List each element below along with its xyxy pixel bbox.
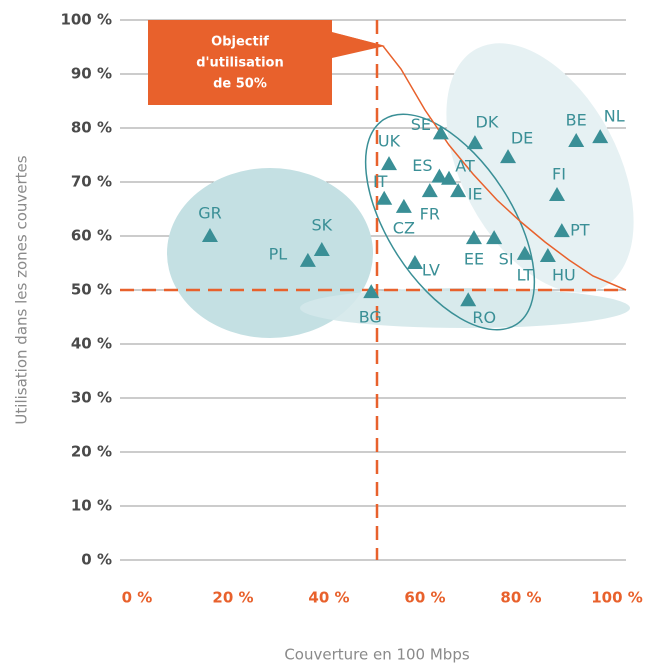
point (406, 255, 423, 269)
cluster-left (167, 168, 373, 338)
point-label: BE (566, 110, 587, 129)
point-label: SI (499, 250, 514, 269)
y-axis-title: Utilisation dans les zones couvertes (13, 155, 31, 424)
x-tick-label: 100 % (591, 589, 643, 607)
point (486, 230, 503, 245)
y-tick-label: 90 % (71, 65, 112, 83)
callout-line: Objectif (211, 35, 269, 50)
y-tick-label: 60 % (71, 227, 112, 245)
point (441, 170, 457, 185)
point-label: IT (373, 172, 388, 191)
point-label: FI (552, 164, 566, 183)
x-tick-label: 20 % (212, 589, 253, 607)
point-label: SE (411, 115, 431, 134)
point-label: PT (570, 221, 590, 240)
point (201, 228, 218, 242)
cluster-middle (364, 113, 536, 331)
x-axis-title: Couverture en 100 Mbps (284, 646, 470, 664)
y-tick-label: 100 % (60, 11, 112, 29)
point (568, 132, 585, 147)
point (516, 245, 533, 260)
y-tick-label: 50 % (71, 281, 112, 299)
point (363, 284, 380, 299)
point (421, 183, 438, 198)
x-tick-label: 0 % (122, 589, 153, 607)
point (299, 252, 316, 267)
point-label: BG (359, 308, 382, 327)
point (549, 186, 565, 201)
point-label: SK (311, 216, 332, 235)
y-tick-label: 40 % (71, 335, 112, 353)
point-label: AT (455, 156, 475, 175)
point (500, 149, 517, 164)
point (465, 230, 482, 245)
y-tick-label: 70 % (71, 173, 112, 191)
point (431, 168, 448, 183)
cluster-bottom (300, 288, 630, 328)
point (376, 190, 393, 205)
point (539, 247, 556, 262)
point (553, 223, 570, 238)
y-tick-label: 30 % (71, 389, 112, 407)
point-label: LT (517, 265, 534, 284)
point (313, 242, 330, 257)
x-tick-label: 60 % (404, 589, 445, 607)
point (395, 198, 412, 213)
point-label: ES (412, 156, 432, 175)
y-tick-label: 20 % (71, 443, 112, 461)
point-label: NL (604, 107, 625, 126)
point-label: CZ (393, 218, 415, 237)
point-label: DK (476, 113, 499, 132)
point-label: FR (420, 205, 440, 224)
point-label: UK (378, 132, 401, 151)
point (450, 183, 467, 198)
point-label: IE (468, 185, 483, 204)
point-label: RO (472, 308, 496, 327)
cluster-top-right (446, 43, 634, 293)
point (466, 135, 483, 150)
point (460, 292, 477, 307)
y-tick-label: 80 % (71, 119, 112, 137)
x-tick-label: 80 % (500, 589, 541, 607)
y-tick-label: 10 % (71, 497, 112, 515)
point (432, 125, 449, 140)
point-label: HU (552, 265, 576, 284)
x-tick-label: 40 % (308, 589, 349, 607)
point-label: PL (269, 244, 288, 263)
point-label: DE (511, 129, 533, 148)
point-label: LV (422, 261, 440, 280)
callout-line: de 50% (213, 77, 267, 92)
y-tick-label: 0 % (81, 551, 112, 569)
objective-curve (339, 34, 627, 291)
point-label: EE (464, 250, 484, 269)
point-label: GR (198, 204, 222, 223)
callout-box (148, 20, 385, 105)
point (592, 129, 609, 144)
point (381, 156, 397, 171)
callout-line: d'utilisation (196, 56, 284, 71)
